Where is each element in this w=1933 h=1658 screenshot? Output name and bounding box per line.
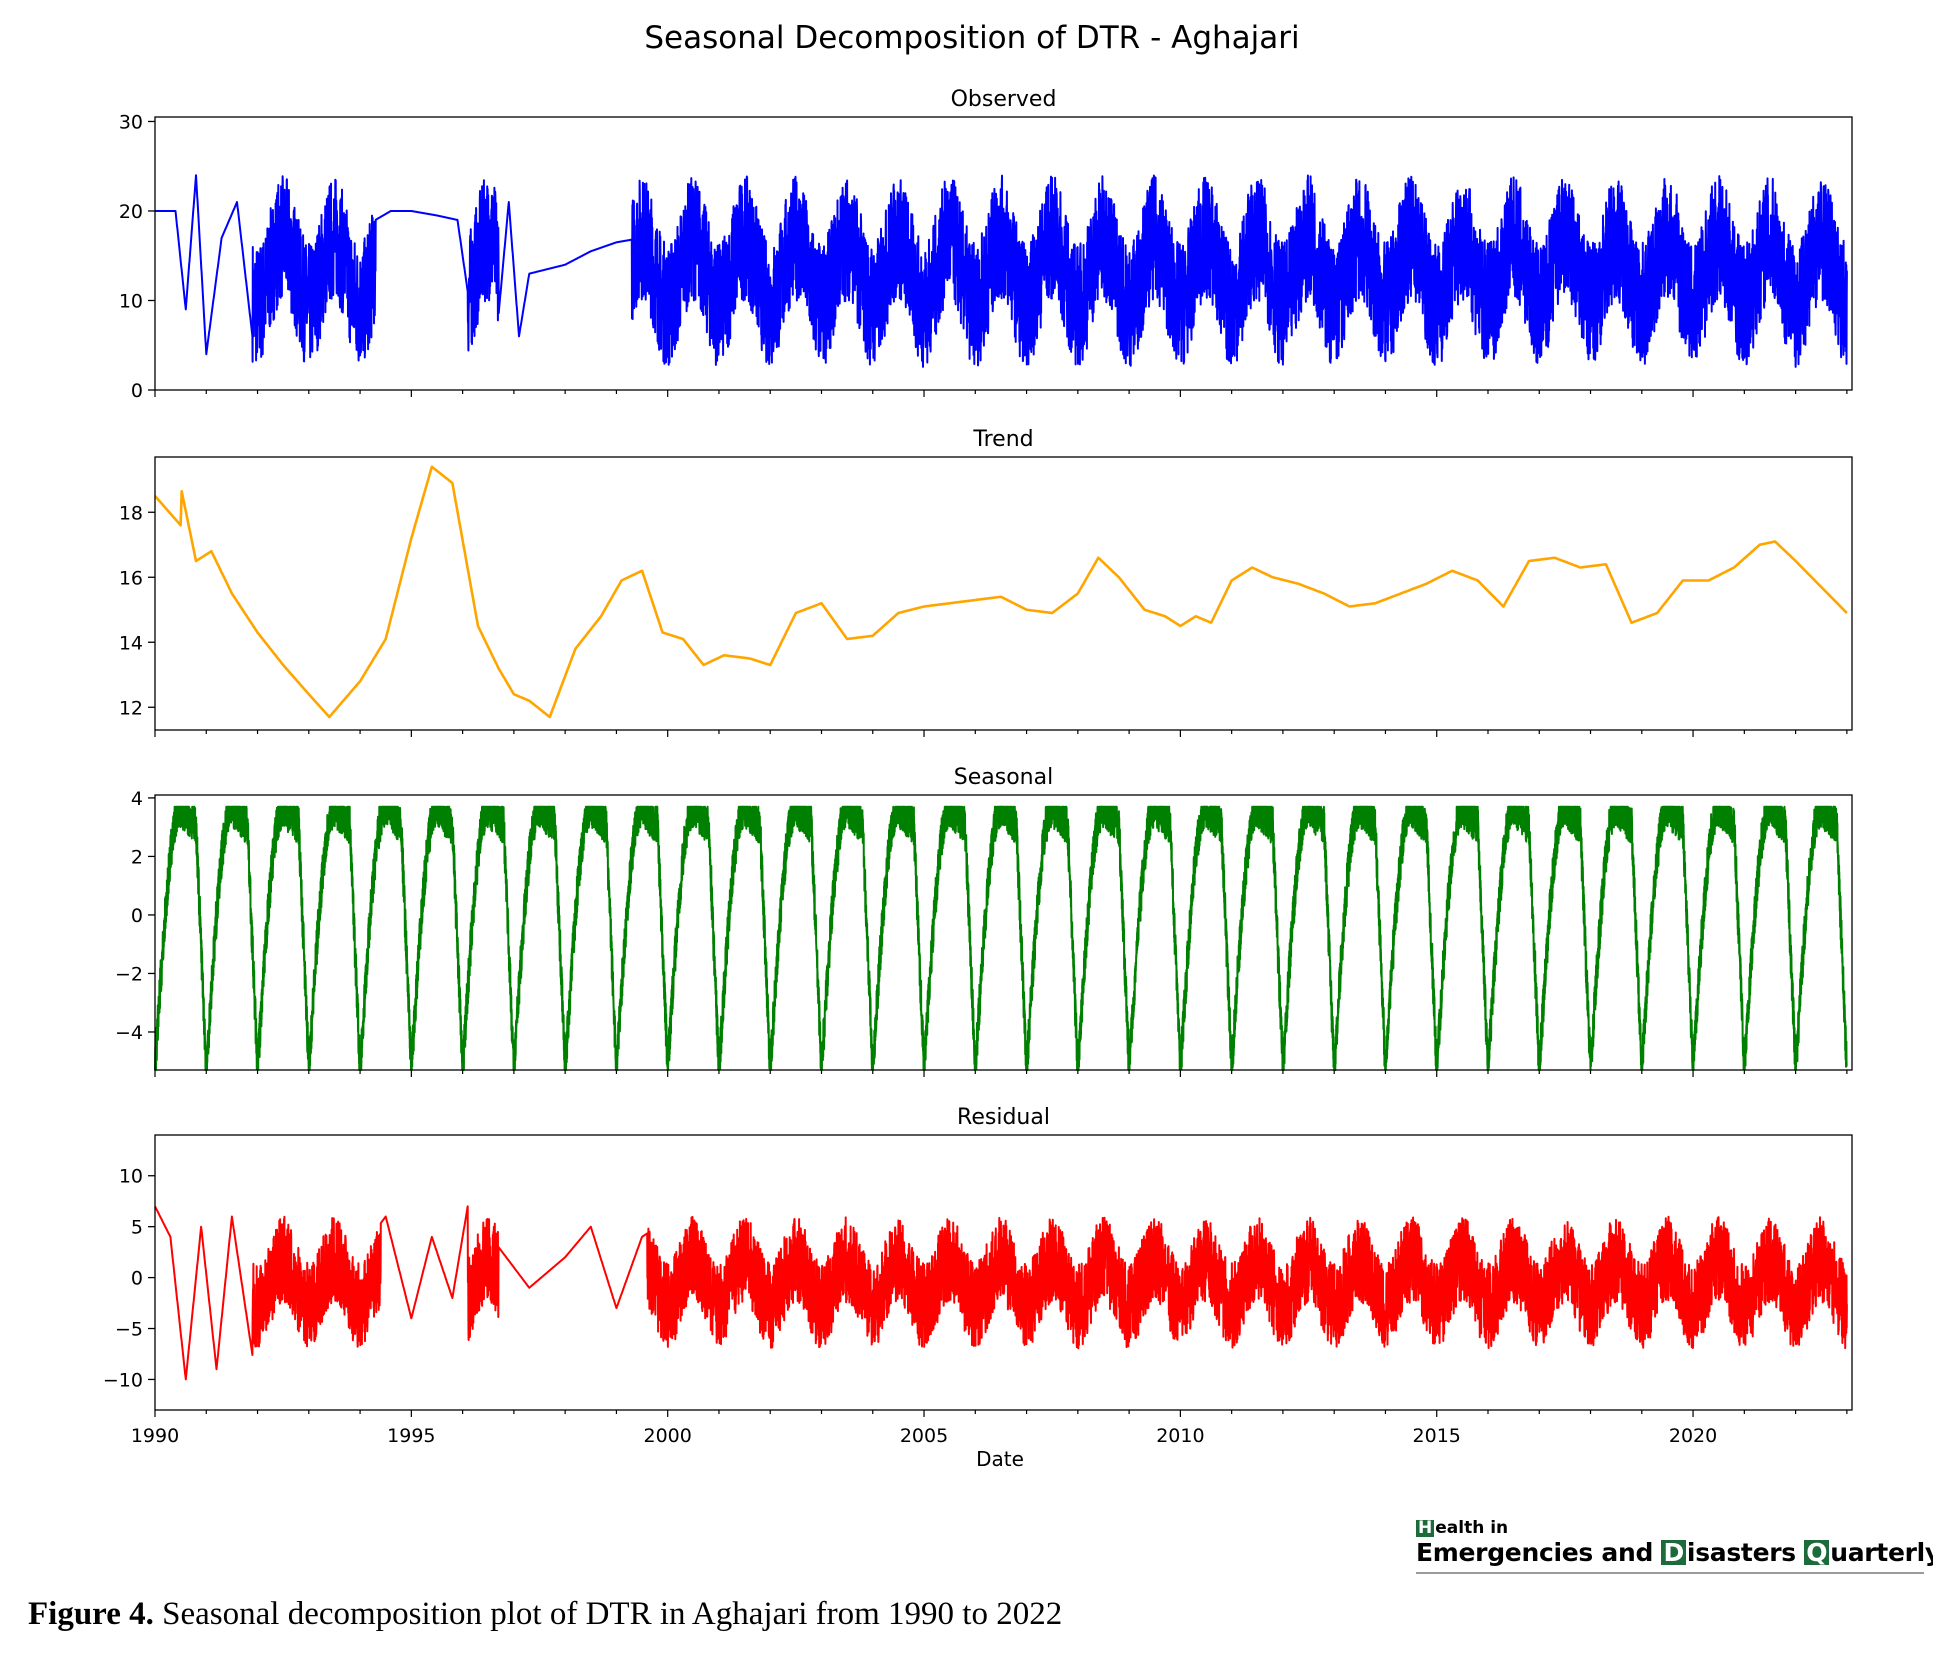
panel-title: Seasonal	[954, 765, 1053, 790]
logo-word-quarterly: uarterly	[1830, 1538, 1933, 1567]
panel-frame	[154, 1134, 1853, 1411]
y-tick-label: 10	[119, 290, 143, 312]
logo-word-emergencies: Emergencies and	[1416, 1538, 1662, 1567]
x-tick-label: 2015	[1413, 1425, 1461, 1447]
x-tick-label: 2000	[644, 1425, 692, 1447]
logo-h-initial: H	[1416, 1518, 1435, 1538]
decomposition-figure: Seasonal Decomposition of DTR - Aghajari…	[103, 20, 1853, 1471]
panel-observed: Observed 0 10 20 30	[119, 87, 1853, 402]
panel-seasonal: Seasonal 4 2 0 −2 −4	[115, 765, 1853, 1077]
y-tick-label: 12	[119, 697, 143, 719]
y-tick-label: 4	[131, 788, 143, 810]
panel-title: Trend	[972, 427, 1033, 452]
figure-suptitle: Seasonal Decomposition of DTR - Aghajari	[644, 20, 1299, 56]
logo-q-initial: Q	[1804, 1538, 1830, 1567]
panel-frame	[154, 794, 1853, 1071]
y-tick-label: −10	[103, 1369, 143, 1391]
series-line-residual	[154, 1205, 1848, 1381]
y-tick-label: 0	[131, 905, 143, 927]
y-tick-label: 16	[119, 567, 143, 589]
x-tick-label: 1995	[387, 1425, 435, 1447]
y-tick-label: 2	[131, 846, 143, 868]
caption-text: Seasonal decomposition plot of DTR in Ag…	[153, 1596, 1063, 1632]
panel-residual: Residual 10 5 0 −5 −10 1990 1995 2000 2005 2010 201…	[103, 1105, 1853, 1447]
series-line-seasonal	[154, 805, 1848, 1071]
series-line-trend	[154, 465, 1848, 719]
logo-d-initial: D	[1661, 1538, 1686, 1567]
y-tick-label: 10	[119, 1166, 143, 1188]
y-tick-label: 5	[131, 1217, 143, 1239]
y-tick-label: 14	[119, 632, 143, 654]
panel-frame	[154, 116, 1853, 391]
logo-rule	[1416, 1572, 1924, 1574]
logo-line1: ealth in	[1435, 1518, 1509, 1538]
x-tick-label: 1990	[131, 1425, 179, 1447]
panel-frame	[154, 456, 1853, 731]
y-tick-label: −4	[115, 1022, 143, 1044]
y-tick-label: −2	[115, 963, 143, 985]
x-tick-label: 2005	[900, 1425, 948, 1447]
y-tick-label: 0	[131, 1268, 143, 1290]
y-tick-label: 20	[119, 201, 143, 223]
y-tick-label: 18	[119, 502, 143, 524]
y-tick-label: 30	[119, 111, 143, 133]
panel-title: Residual	[957, 1105, 1050, 1130]
panel-trend: Trend 12 14 16 18	[119, 427, 1853, 737]
y-tick-label: 0	[131, 380, 143, 402]
logo-word-disasters: isasters	[1686, 1538, 1805, 1567]
x-axis-label: Date	[976, 1447, 1024, 1471]
caption-label: Figure 4.	[28, 1596, 154, 1632]
x-tick-label: 2020	[1669, 1425, 1717, 1447]
panel-title: Observed	[951, 87, 1057, 112]
x-tick-label: 2010	[1156, 1425, 1204, 1447]
figure-caption: Figure 4. Seasonal decomposition plot of…	[28, 1596, 1062, 1633]
series-line-observed	[154, 174, 1848, 368]
y-tick-label: −5	[115, 1319, 143, 1341]
